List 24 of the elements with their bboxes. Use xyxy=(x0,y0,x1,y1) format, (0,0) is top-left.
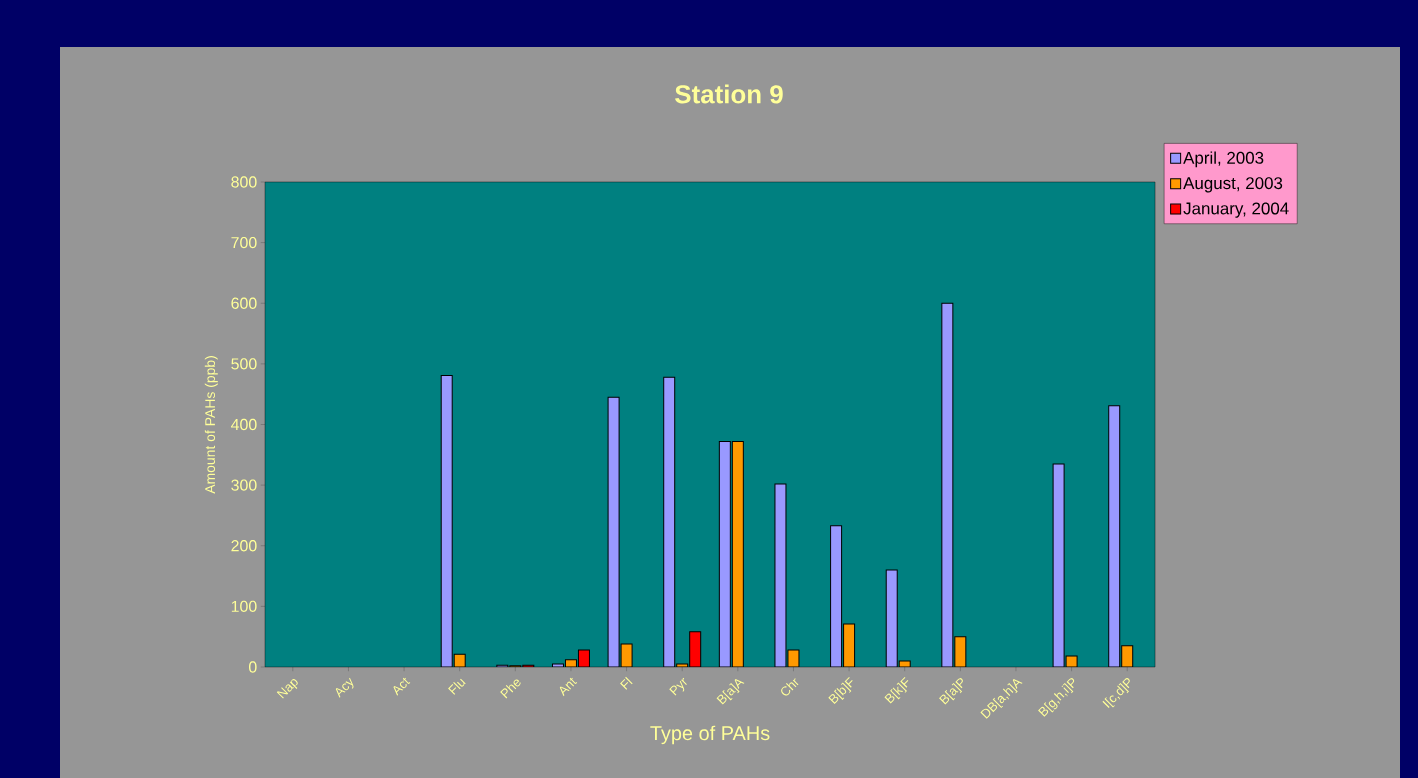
y-tick-label: 200 xyxy=(231,540,257,552)
y-tick-label: 700 xyxy=(231,236,257,249)
x-tick-label: Acy xyxy=(335,677,354,698)
x-tick-label: Act xyxy=(393,677,411,696)
x-tick-label: Flu xyxy=(448,678,466,695)
x-tick-label: Nap xyxy=(276,679,298,699)
x-tick-label: Fl xyxy=(620,676,633,690)
x-tick-label: Ant xyxy=(559,677,578,697)
y-tick-label: 0 xyxy=(248,661,257,673)
chart-title: Station 9 xyxy=(675,84,783,104)
x-tick-label: Chr xyxy=(781,678,799,696)
y-tick-label: 800 xyxy=(231,176,257,188)
y-tick-label: 300 xyxy=(231,479,257,491)
y-tick-label: 100 xyxy=(231,600,257,613)
legend-label: January, 2004 xyxy=(1183,202,1289,218)
legend-label: August, 2003 xyxy=(1183,177,1283,193)
x-tick-label: Pyr xyxy=(669,677,687,696)
y-tick-label: 600 xyxy=(231,297,257,309)
y-axis-title: Amount of PAHs (ppb) xyxy=(204,356,218,494)
y-tick-label: 500 xyxy=(231,358,257,370)
x-tick-label: Phe xyxy=(500,679,521,699)
y-tick-label: 400 xyxy=(231,418,257,431)
legend-label: April, 2003 xyxy=(1183,151,1264,168)
x-axis-title: Type of PAHs xyxy=(650,725,770,745)
